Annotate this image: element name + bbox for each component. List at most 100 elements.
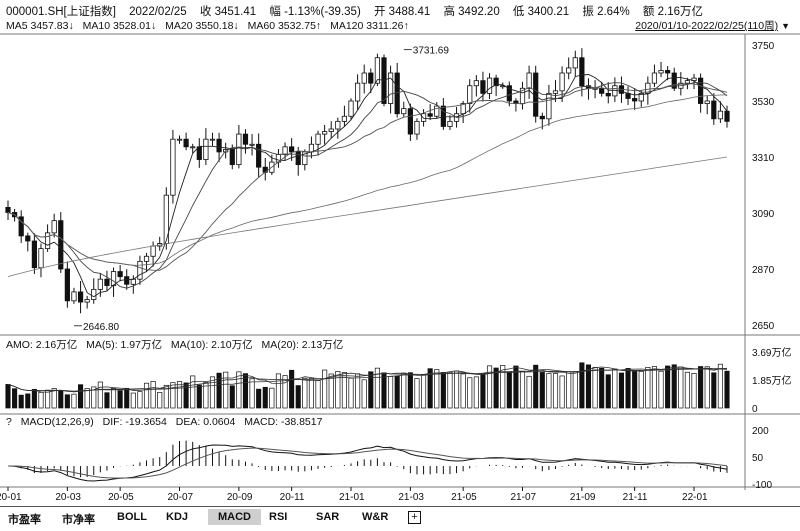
candle-down <box>480 80 486 94</box>
x-tick-label: 20-03 <box>55 492 81 503</box>
quote-low: 低 3400.21 <box>512 6 570 18</box>
candle-down <box>216 138 222 153</box>
tab-wr[interactable]: W&R <box>362 511 389 523</box>
amo-bar <box>203 382 209 409</box>
quote-close: 收 3451.41 <box>199 6 257 18</box>
candle-up <box>84 299 90 303</box>
amo-bar <box>704 366 710 409</box>
amo-bar <box>190 375 196 409</box>
amo-bar <box>579 362 585 409</box>
amo-bar <box>572 371 578 409</box>
amo-bar <box>421 374 427 409</box>
candle-down <box>58 220 64 270</box>
symbol-name: 000001.SH[上证指数] <box>6 6 116 18</box>
price-panel: 3731.69 2646.80 <box>5 46 730 333</box>
x-tick-label: 21-05 <box>451 492 477 503</box>
amo-bar <box>480 373 486 409</box>
amo-bar <box>282 375 288 409</box>
amo-bar <box>78 384 84 409</box>
amo-bar <box>711 372 717 409</box>
tab-rsi[interactable]: RSI <box>269 511 288 523</box>
amo-bar <box>275 373 281 409</box>
tab-pe[interactable]: 市盈率 <box>8 514 41 526</box>
candle-up <box>401 108 407 115</box>
x-tick-label: 20-07 <box>168 492 194 503</box>
date-range-text[interactable]: 2020/01/10-2022/02/25(110周) <box>635 20 779 32</box>
amo-bar <box>724 370 730 409</box>
amo-bar <box>143 382 150 409</box>
candle-up <box>387 72 394 104</box>
amo-bar <box>361 379 367 409</box>
amo-bar <box>295 385 301 409</box>
add-indicator-icon[interactable]: + <box>408 511 421 524</box>
amo-bar <box>25 393 31 409</box>
amo-bar <box>84 388 90 409</box>
candle-up <box>130 278 136 285</box>
amo-bar <box>381 372 387 409</box>
date-range-selector[interactable]: 2020/01/10-2022/02/25(110周) ▼ <box>635 18 790 33</box>
amo-bar <box>51 388 57 409</box>
quote-open: 开 3488.41 <box>373 6 431 18</box>
quote-amplitude: 振 2.64% <box>582 6 630 18</box>
amo-bar <box>355 373 361 409</box>
candle-down <box>289 146 295 153</box>
amo-tick-label: 1.85万亿 <box>752 374 791 387</box>
candle-up <box>282 146 288 155</box>
amo-legend: AMO: 2.16万亿 MA(5): 1.97万亿 MA(10): 2.10万亿… <box>6 337 349 352</box>
amo-bar <box>486 365 493 409</box>
candle-down <box>506 85 512 102</box>
x-tick-label: 20-09 <box>227 492 253 503</box>
candle-up <box>91 288 97 300</box>
candle-up <box>203 138 209 160</box>
amo-bar <box>12 388 18 409</box>
candle-up <box>355 82 361 102</box>
candle-up <box>559 72 565 92</box>
tab-macd[interactable]: MACD <box>208 509 261 525</box>
amo-tick-label: 0 <box>752 404 758 415</box>
tab-boll[interactable]: BOLL <box>117 511 147 523</box>
candle-up <box>308 143 315 153</box>
tab-sar[interactable]: SAR <box>316 511 340 523</box>
candle-up <box>137 260 143 280</box>
amo-bar <box>163 384 169 409</box>
candle-up <box>486 77 493 94</box>
price-tick-label: 2650 <box>752 321 775 332</box>
tab-kdj[interactable]: KDJ <box>166 511 189 523</box>
amo-bar <box>308 378 314 409</box>
amo-bar <box>368 371 374 409</box>
amo-bar <box>559 375 565 409</box>
candle-up <box>150 245 156 257</box>
help-icon[interactable]: ? <box>6 416 12 428</box>
candle-down <box>407 108 413 135</box>
amo-bar <box>209 376 216 409</box>
candle-up <box>236 133 242 166</box>
candle-up <box>335 120 341 130</box>
amo-ma10-label: MA(10): 2.10万亿 <box>170 339 253 351</box>
candle-down <box>665 70 671 74</box>
candle-up <box>190 146 196 149</box>
x-tick-label: 21-11 <box>623 492 648 503</box>
candle-up <box>638 92 644 102</box>
amo-bar <box>374 367 380 409</box>
candle-up <box>71 291 77 302</box>
amo-bar <box>434 369 440 409</box>
amo-bar <box>407 372 413 409</box>
amo-bar <box>401 372 407 409</box>
amo-bar <box>302 377 308 409</box>
amo-bar <box>678 366 684 409</box>
amo-bar <box>638 370 644 409</box>
amo-ma20-label: MA(20): 2.13万亿 <box>261 339 344 351</box>
amo-bar <box>414 378 420 409</box>
candle-up <box>717 110 724 120</box>
ma5-label: MA5 3457.83↓ <box>6 20 74 32</box>
dropdown-arrow-icon[interactable]: ▼ <box>781 21 790 31</box>
amo-bar <box>335 371 341 409</box>
candle-down <box>5 206 11 213</box>
ma120-line <box>7 156 728 277</box>
tab-pb[interactable]: 市净率 <box>62 514 95 526</box>
amo-bar <box>394 375 400 409</box>
candle-down <box>18 216 24 237</box>
candle-down <box>25 235 31 242</box>
macd-panel <box>7 440 728 482</box>
